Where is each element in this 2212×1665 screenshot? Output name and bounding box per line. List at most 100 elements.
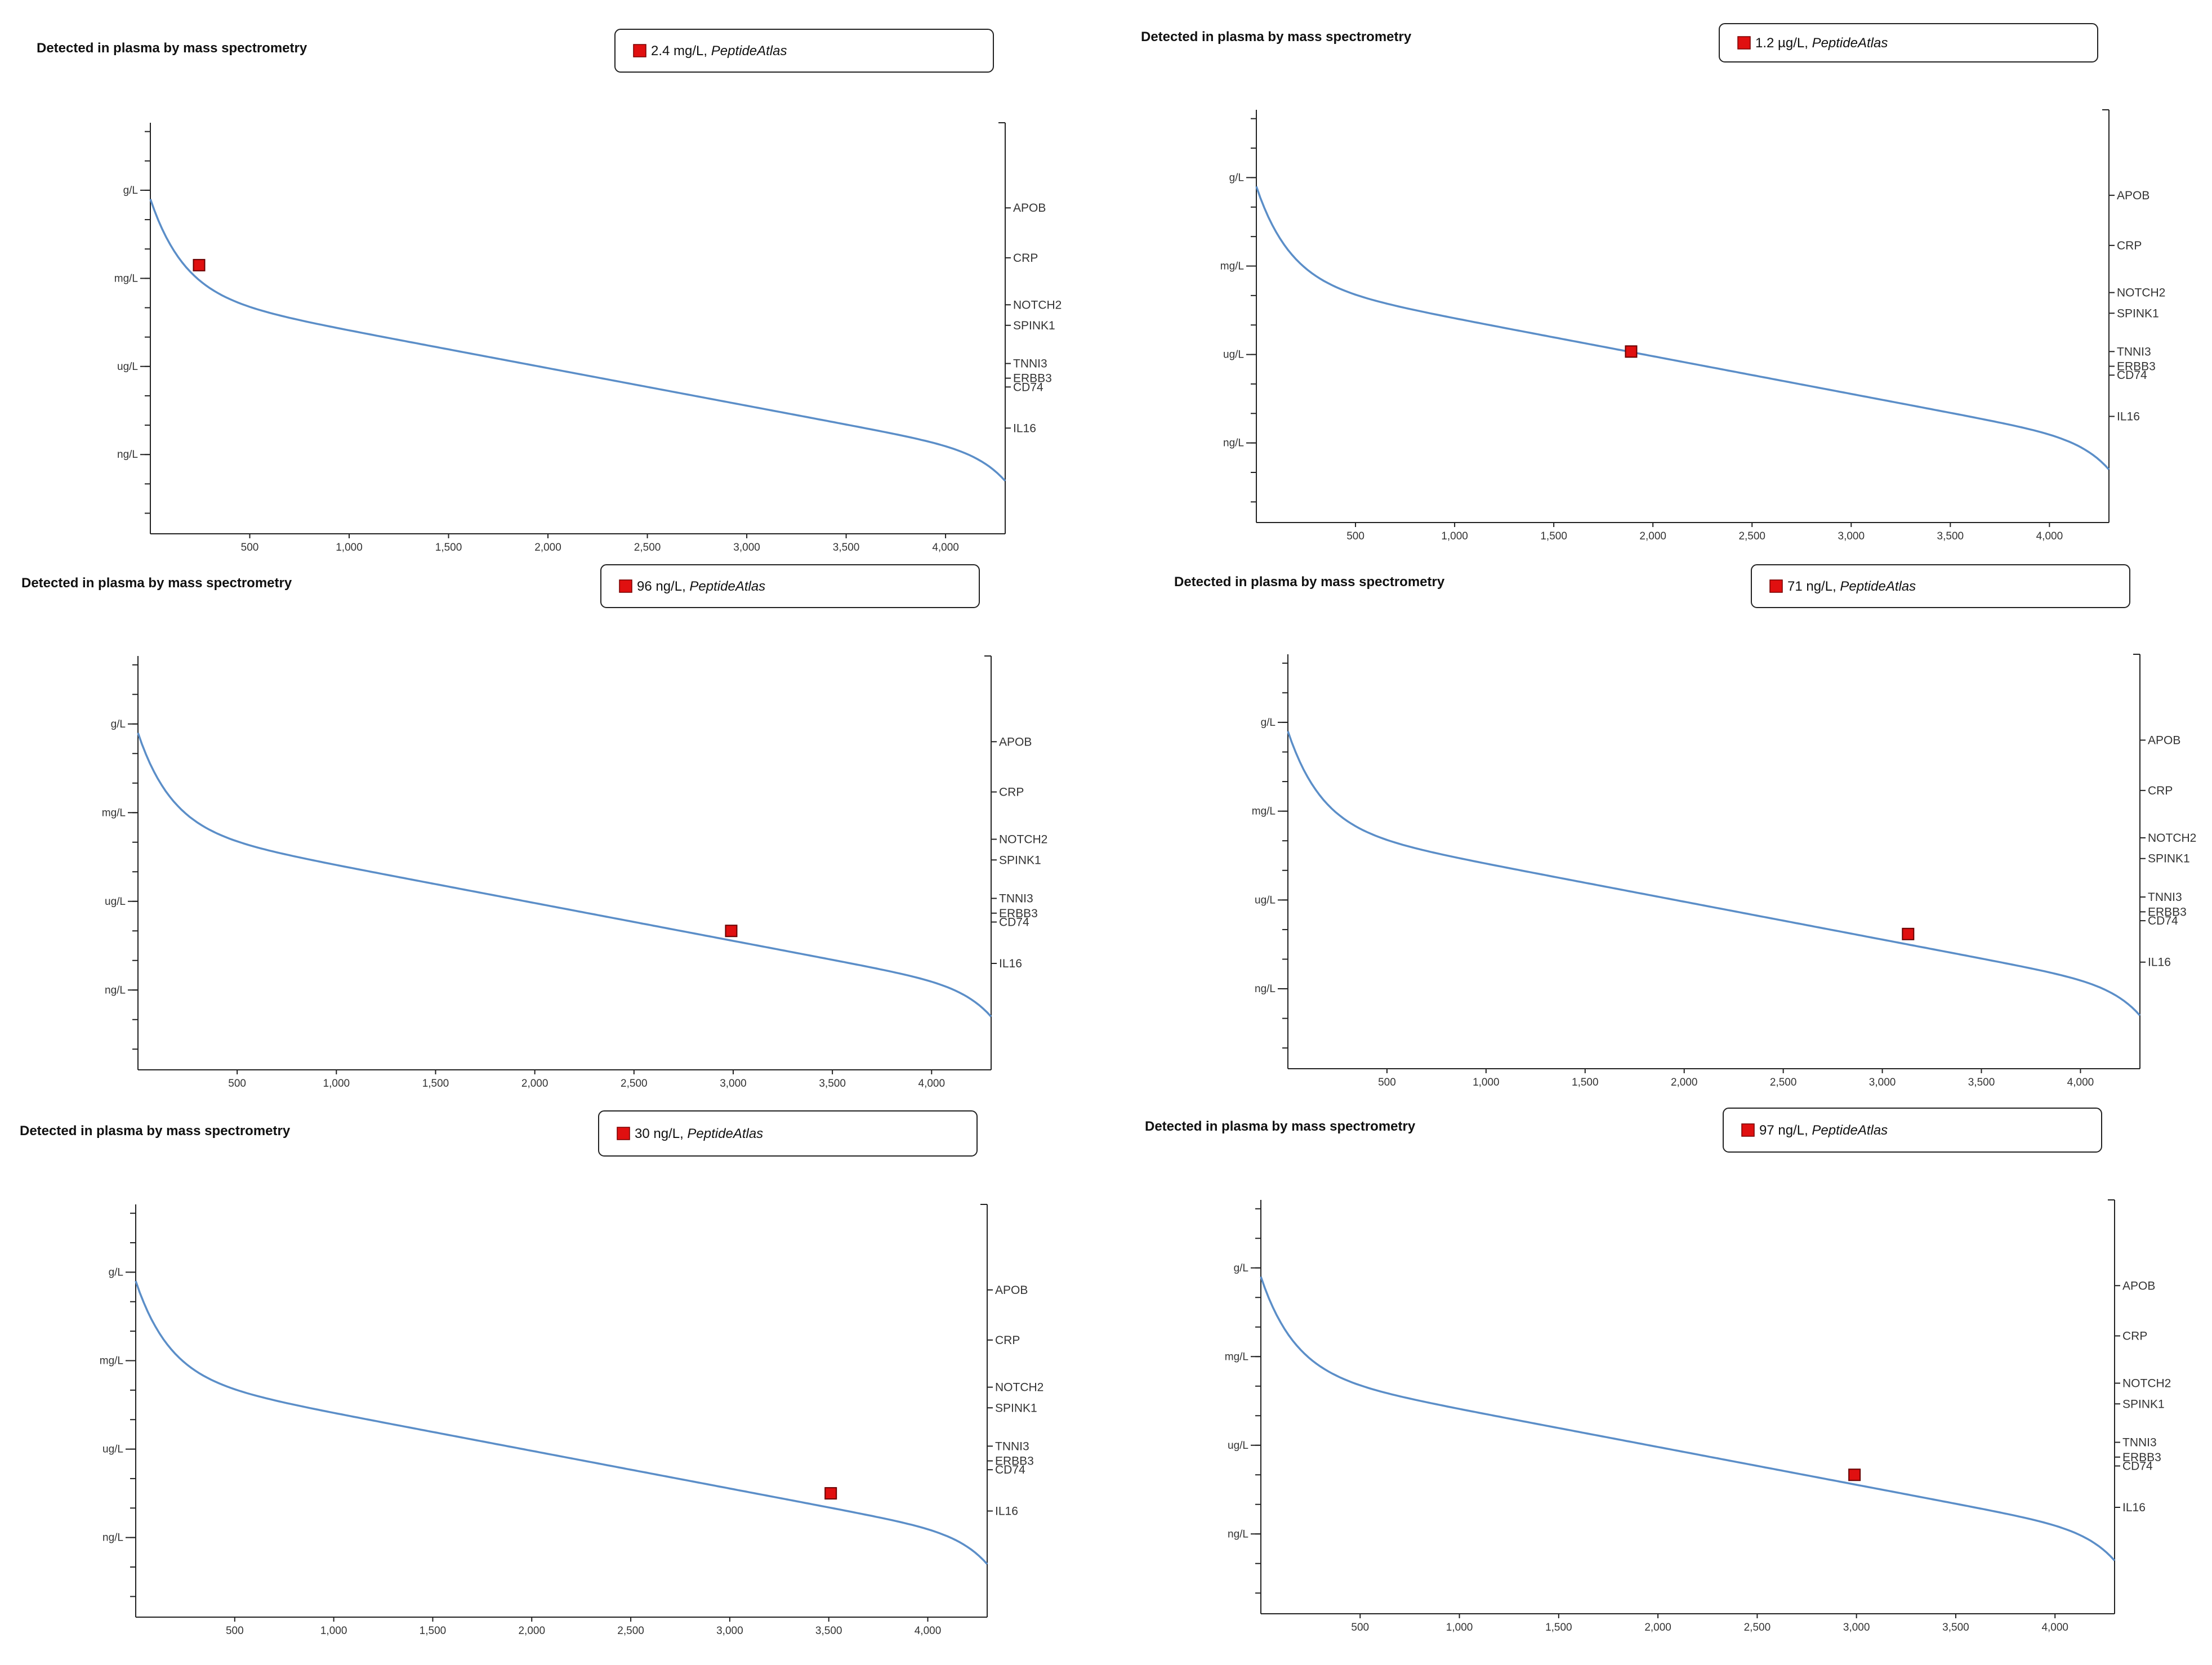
- gene-label-spink1: SPINK1: [995, 1401, 1037, 1414]
- gene-label-spink1: SPINK1: [1013, 319, 1055, 332]
- chart-panel-1: Detected in plasma by mass spectrometry 2…: [37, 29, 1062, 553]
- chart-title: Detected in plasma by mass spectrometry: [1141, 29, 1412, 44]
- chart-panel-6: Detected in plasma by mass spectrometry 9…: [1145, 1108, 2171, 1633]
- gene-label-notch2: NOTCH2: [995, 1381, 1043, 1394]
- x-tick-label: 3,000: [1843, 1622, 1870, 1633]
- gene-label-tnni3: TNNI3: [999, 892, 1033, 905]
- x-tick-label: 500: [241, 542, 259, 553]
- x-tick-label: 1,000: [1441, 530, 1468, 542]
- protein-marker[interactable]: [1902, 927, 1915, 940]
- y-tick-label: ng/L: [102, 1532, 123, 1544]
- y-tick-label: mg/L: [102, 807, 126, 819]
- gene-label-tnni3: TNNI3: [995, 1440, 1029, 1453]
- legend-label: 2.4 mg/L, PeptideAtlas: [651, 43, 787, 59]
- chart-panel-3: Detected in plasma by mass spectrometry 9…: [21, 564, 1047, 1090]
- protein-marker[interactable]: [824, 1487, 837, 1500]
- gene-label-tnni3: TNNI3: [2148, 891, 2182, 904]
- gene-label-spink1: SPINK1: [2122, 1398, 2165, 1410]
- legend-marker-icon: [617, 1127, 630, 1140]
- gene-label-il16: IL16: [995, 1505, 1018, 1518]
- x-tick-label: 4,000: [915, 1625, 942, 1637]
- protein-marker[interactable]: [1625, 345, 1638, 358]
- x-tick-label: 1,500: [422, 1078, 449, 1090]
- protein-marker[interactable]: [193, 258, 206, 271]
- protein-marker[interactable]: [725, 925, 738, 938]
- legend-source: PeptideAtlas: [687, 1126, 763, 1141]
- chart-title: Detected in plasma by mass spectrometry: [1145, 1119, 1416, 1134]
- legend-marker-icon: [619, 579, 632, 593]
- concentration-curve: [135, 1280, 988, 1565]
- x-tick-label: 1,000: [1473, 1077, 1500, 1088]
- gene-label-spink1: SPINK1: [2117, 307, 2159, 320]
- gene-label-spink1: SPINK1: [2148, 852, 2190, 865]
- x-tick-label: 2,500: [1770, 1077, 1797, 1088]
- legend-box: [600, 564, 980, 608]
- x-tick-label: 2,500: [1738, 530, 1765, 542]
- legend-marker-icon: [1741, 1123, 1755, 1137]
- concentration-curve: [1287, 731, 2141, 1016]
- legend-source: PeptideAtlas: [1840, 579, 1916, 594]
- x-tick-label: 4,000: [918, 1078, 946, 1090]
- gene-label-apob: APOB: [2122, 1279, 2155, 1292]
- gene-label-erbb3: ERBB3: [2122, 1451, 2161, 1464]
- x-tick-label: 2,000: [534, 542, 561, 553]
- x-tick-label: 1,000: [320, 1625, 347, 1637]
- legend-label: 97 ng/L, PeptideAtlas: [1759, 1123, 1888, 1138]
- y-tick-label: mg/L: [114, 273, 138, 284]
- x-tick-label: 2,000: [1671, 1077, 1698, 1088]
- gene-label-apob: APOB: [999, 735, 1032, 748]
- gene-label-erbb3: ERBB3: [1013, 372, 1052, 385]
- y-tick-label: g/L: [109, 1266, 123, 1278]
- legend: 96 ng/L, PeptideAtlas: [600, 564, 980, 608]
- y-tick-label: ug/L: [105, 896, 126, 908]
- x-tick-label: 2,000: [518, 1625, 545, 1637]
- x-tick-label: 500: [226, 1625, 244, 1637]
- chart-title: Detected in plasma by mass spectrometry: [20, 1123, 291, 1139]
- legend-source: PeptideAtlas: [1812, 35, 1888, 51]
- gene-label-cd74: CD74: [995, 1463, 1025, 1476]
- concentration-curve: [149, 199, 1006, 482]
- y-tick-label: ug/L: [1228, 1440, 1248, 1452]
- concentration-curve: [1260, 1276, 2116, 1561]
- x-tick-label: 2,500: [1744, 1622, 1771, 1633]
- gene-label-il16: IL16: [1013, 422, 1036, 435]
- concentration-curve: [1255, 186, 2110, 470]
- gene-label-cd74: CD74: [1013, 381, 1043, 394]
- x-tick-label: 1,000: [336, 542, 363, 553]
- legend-marker-icon: [1737, 36, 1751, 50]
- gene-label-crp: CRP: [2122, 1330, 2147, 1343]
- y-tick-label: ug/L: [117, 361, 138, 373]
- legend: 97 ng/L, PeptideAtlas: [1723, 1108, 2102, 1153]
- protein-marker[interactable]: [1848, 1468, 1861, 1481]
- x-tick-label: 500: [1346, 530, 1364, 542]
- gene-label-notch2: NOTCH2: [2117, 287, 2165, 300]
- y-tick-label: mg/L: [1252, 806, 1276, 818]
- y-tick-label: ng/L: [1255, 983, 1276, 995]
- x-tick-label: 500: [228, 1078, 246, 1090]
- x-tick-label: 3,500: [1937, 530, 1964, 542]
- legend: 71 ng/L, PeptideAtlas: [1751, 564, 2130, 608]
- concentration-curve: [137, 732, 992, 1017]
- legend-box: [1723, 1108, 2102, 1153]
- x-tick-label: 3,000: [1838, 530, 1865, 542]
- x-tick-label: 2,500: [617, 1625, 644, 1637]
- y-tick-label: g/L: [111, 718, 126, 730]
- gene-label-tnni3: TNNI3: [2122, 1436, 2157, 1449]
- gene-label-erbb3: ERBB3: [2117, 360, 2156, 373]
- gene-label-tnni3: TNNI3: [2117, 345, 2151, 358]
- x-tick-label: 3,500: [1942, 1622, 1969, 1633]
- y-tick-label: ng/L: [105, 984, 126, 996]
- gene-label-spink1: SPINK1: [999, 854, 1041, 867]
- y-tick-label: ng/L: [1223, 438, 1244, 449]
- y-tick-label: mg/L: [1220, 260, 1244, 272]
- gene-label-cd74: CD74: [2117, 369, 2147, 382]
- gene-label-notch2: NOTCH2: [2122, 1377, 2171, 1390]
- gene-label-notch2: NOTCH2: [1013, 298, 1062, 311]
- legend-source: PeptideAtlas: [1812, 1123, 1888, 1138]
- legend-label: 96 ng/L, PeptideAtlas: [637, 579, 765, 594]
- chart-title: Detected in plasma by mass spectrometry: [21, 575, 292, 591]
- gene-label-cd74: CD74: [2148, 914, 2178, 927]
- x-tick-label: 2,000: [521, 1078, 548, 1090]
- x-tick-label: 3,500: [833, 542, 860, 553]
